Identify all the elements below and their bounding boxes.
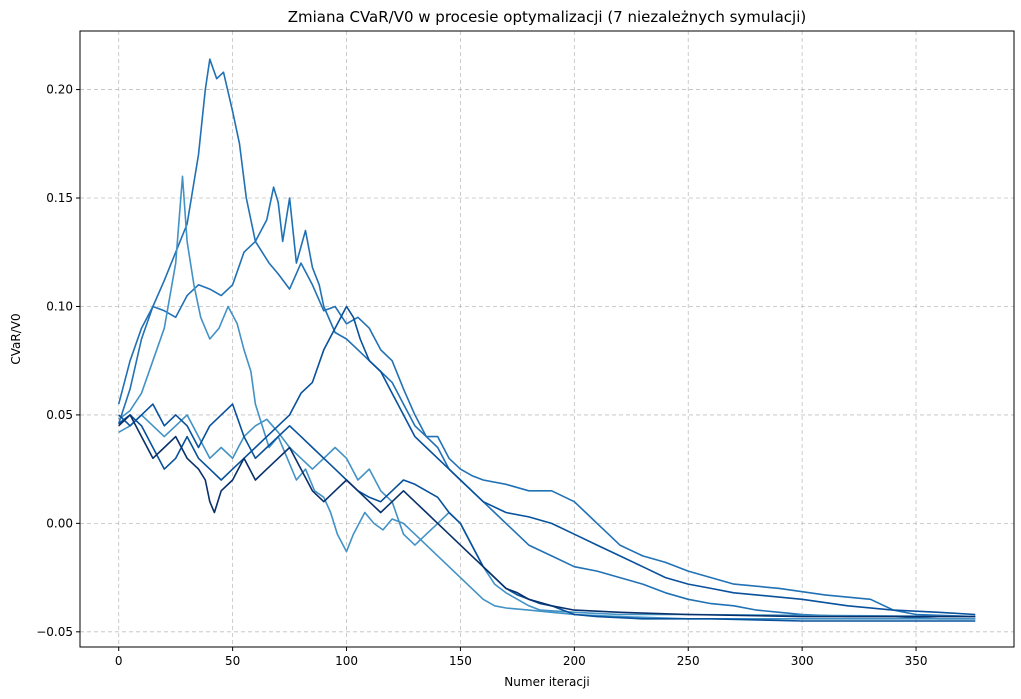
series-line-7 [118, 414, 976, 618]
y-tick-label: 0.05 [46, 408, 73, 422]
x-tick-label: 300 [791, 654, 814, 668]
series-line-5 [118, 305, 976, 616]
series-line-4 [118, 414, 976, 618]
series-line-1 [117, 58, 976, 620]
series-line-3 [118, 175, 976, 620]
y-tick-label: −0.05 [36, 625, 73, 639]
series-line-2 [117, 186, 976, 618]
x-tick-label: 350 [905, 654, 928, 668]
y-axis-label: CVaR/V0 [9, 313, 23, 364]
series-line-6 [118, 403, 976, 622]
grid-lines [80, 31, 1014, 647]
x-tick-label: 200 [563, 654, 586, 668]
x-tick-label: 100 [335, 654, 358, 668]
plot-frame [79, 30, 1015, 648]
y-tick-label: 0.20 [46, 83, 73, 97]
y-tick-label: 0.10 [46, 299, 73, 313]
x-tick-label: 150 [449, 654, 472, 668]
x-tick-label: 0 [115, 654, 123, 668]
x-axis-ticks: 0 50 100 150 200 250 300 350 [115, 647, 928, 668]
y-tick-label: 0.15 [46, 191, 73, 205]
x-tick-label: 250 [677, 654, 700, 668]
chart-title: Zmiana CVaR/V0 w procesie optymalizacji … [288, 8, 806, 26]
y-tick-label: 0.00 [46, 516, 73, 530]
y-axis-ticks: −0.05 0.00 0.05 0.10 0.15 0.20 [36, 83, 80, 639]
series-lines [117, 58, 976, 622]
x-axis-label: Numer iteracji [504, 675, 589, 689]
x-tick-label: 50 [225, 654, 240, 668]
